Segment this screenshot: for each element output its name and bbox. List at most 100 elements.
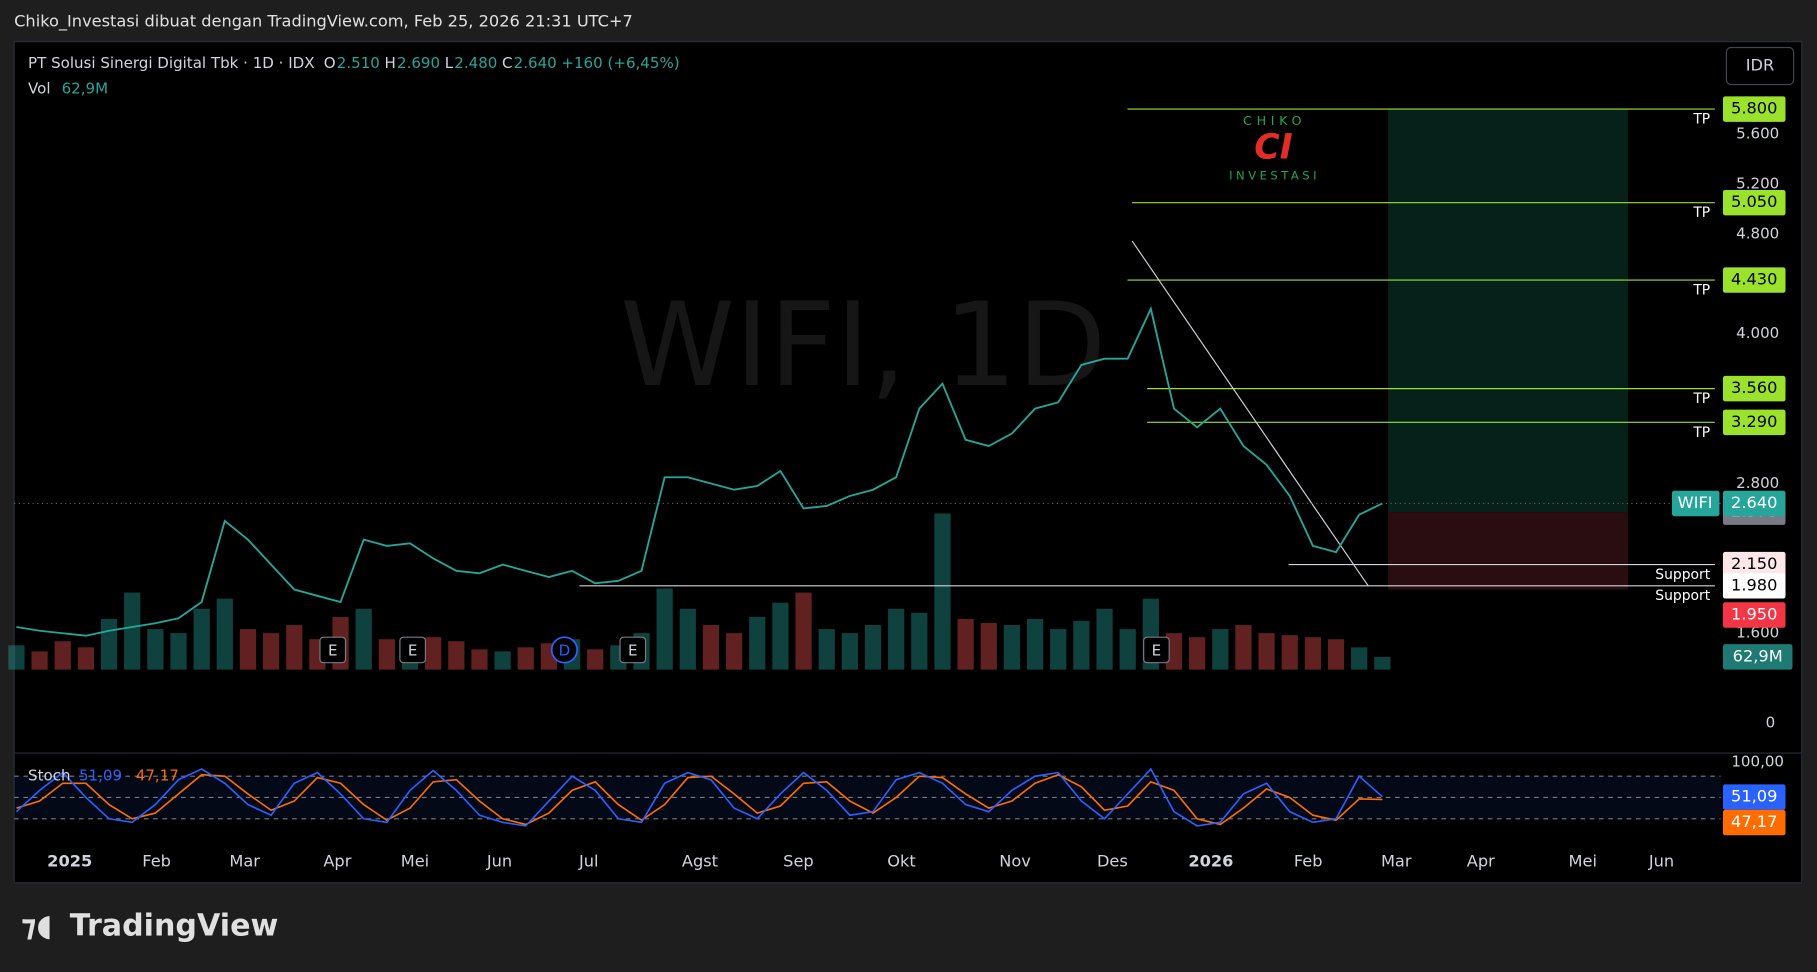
volume-bar [193, 608, 210, 670]
volume-bar [772, 602, 789, 670]
level-label-box [1722, 573, 1786, 599]
volume-bar [124, 592, 141, 670]
level-label: 1.980 [1731, 575, 1777, 594]
volume-bar [448, 641, 465, 670]
x-tick-label: 2026 [1188, 851, 1233, 870]
last-price-label-box [1722, 490, 1786, 517]
volume-last-box [1722, 644, 1793, 670]
volume-bar [726, 633, 743, 670]
stop-label-box [1722, 602, 1786, 628]
vol-label: Vol [28, 80, 51, 98]
header: Chiko_Investasi dibuat dengan TradingVie… [14, 12, 633, 32]
x-tick-label: Mei [1569, 851, 1597, 870]
x-tick-label: Des [1097, 851, 1128, 870]
volume-bar [1119, 629, 1136, 670]
event-label: E [408, 642, 418, 660]
last-price-label: 2.640 [1731, 493, 1777, 512]
volume-bar [8, 645, 25, 670]
event-marker [550, 636, 579, 664]
volume-bar [1026, 618, 1044, 670]
y-tick-label: 5.600 [1736, 125, 1779, 143]
volume-bar [54, 641, 71, 670]
stoch-k-legend: 51,09 [79, 767, 122, 785]
symbol-tag-box [1671, 490, 1720, 517]
event-marker [619, 636, 647, 664]
stoch-last-label: 51,09 [1731, 787, 1777, 806]
volume-bar [31, 651, 48, 670]
stoch-label: Stoch [28, 767, 70, 785]
level-tag: Support [1655, 588, 1710, 604]
x-tick-label: Okt [887, 851, 916, 870]
event-label: D [559, 642, 571, 660]
level-label-box [1722, 375, 1786, 402]
event-marker [1143, 636, 1170, 664]
volume-bar [702, 625, 720, 670]
volume-bar [262, 633, 280, 670]
volume-bar [170, 633, 187, 670]
level-label: 4.430 [1731, 270, 1777, 289]
volume-bar [841, 633, 858, 670]
volume-bar [1003, 625, 1021, 670]
ohlc-value: 2.690 [397, 54, 440, 72]
logo-top: CHIKO [1243, 114, 1306, 129]
stoch-last-box [1722, 784, 1786, 810]
footer-icon: ⁊◖ [21, 908, 52, 943]
level-label: 2.150 [1731, 554, 1777, 573]
level-tag: Support [1655, 567, 1710, 583]
volume-bar [934, 513, 951, 670]
volume-bar [1351, 647, 1368, 670]
volume-bar [216, 598, 233, 670]
target-zone [1388, 109, 1628, 513]
trend-line [1131, 240, 1369, 587]
currency-button[interactable] [1725, 46, 1795, 86]
volume-bar [1073, 620, 1090, 670]
volume-bar [77, 647, 95, 670]
volume-bar [679, 608, 696, 670]
ohlc-value: 2.510 [337, 54, 380, 72]
ohlc-value: 2.480 [454, 54, 497, 72]
volume-bar [587, 649, 604, 670]
symbol: PT Solusi Sinergi Digital Tbk · 1D · IDX [28, 54, 315, 72]
volume-bar [656, 588, 673, 670]
currency[interactable]: IDR [1746, 56, 1775, 75]
y-tick-label: 4.800 [1736, 224, 1779, 242]
event-label: E [628, 642, 638, 660]
ohlc-value: 2.640 [514, 54, 557, 72]
level-label: 5.800 [1731, 99, 1777, 118]
volume-bar [980, 622, 997, 670]
x-tick-label: Agst [682, 851, 718, 870]
volume-bar [1235, 625, 1252, 670]
stoch-last-label: 47,17 [1731, 812, 1777, 831]
event-marker [319, 636, 347, 664]
volume-bar [494, 651, 511, 670]
volume-bar [1327, 639, 1345, 670]
level-tag: TP [1692, 112, 1710, 128]
event-label: E [1152, 642, 1162, 660]
x-tick-label: Feb [1294, 851, 1323, 870]
change: +160 (+6,45%) [561, 54, 679, 72]
event-marker [399, 636, 426, 664]
level-label-box [1722, 96, 1786, 122]
volume-bar [1304, 637, 1321, 670]
stoch-last-box [1722, 809, 1786, 836]
volume-bar [1212, 629, 1229, 670]
y-tick-label: 4.000 [1736, 324, 1779, 342]
symbol-tag: WIFI [1678, 493, 1713, 512]
ohlc-label: H [385, 54, 396, 72]
volume-bar [911, 612, 928, 670]
volume-bar [239, 629, 257, 670]
y-tick-label: 5.200 [1736, 174, 1779, 192]
level-label: 3.290 [1731, 412, 1777, 431]
x-tick-label: Nov [999, 851, 1031, 870]
logo-bottom: INVESTASI [1229, 169, 1320, 183]
volume-bar [100, 618, 118, 670]
y-tick-label: 2.800 [1736, 474, 1779, 492]
volume-bar [355, 608, 372, 670]
level-label-box [1722, 409, 1786, 436]
volume-bar [749, 616, 766, 670]
stop-zone [1388, 512, 1628, 590]
volume-bar [1374, 656, 1391, 670]
x-tick-label: Jun [1648, 851, 1674, 870]
volume-bar [1096, 608, 1113, 670]
